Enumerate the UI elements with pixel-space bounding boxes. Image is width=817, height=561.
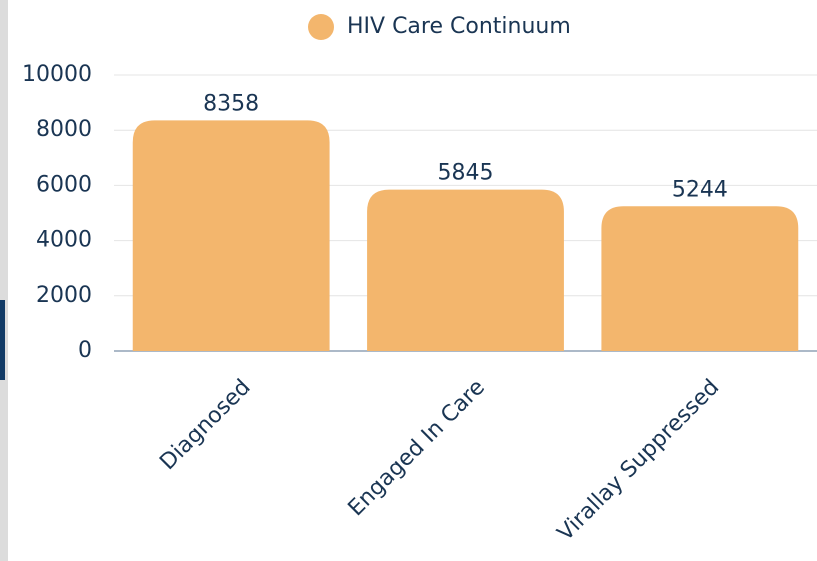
side-strip	[0, 0, 8, 561]
y-tick-label: 6000	[36, 172, 92, 197]
y-tick-label: 0	[78, 338, 92, 363]
legend-label: HIV Care Continuum	[347, 14, 571, 39]
bar	[132, 120, 330, 351]
x-tick-label: Virallay Suppressed	[553, 375, 724, 546]
data-label: 8358	[203, 91, 259, 116]
x-tick-label: Engaged In Care	[344, 375, 490, 521]
bar	[601, 206, 799, 351]
legend-marker	[308, 14, 334, 40]
y-tick-label: 4000	[36, 228, 92, 253]
data-label: 5845	[438, 161, 494, 186]
x-tick-label: Diagnosed	[155, 375, 255, 475]
bar	[367, 189, 564, 351]
y-tick-label: 2000	[36, 283, 92, 308]
y-tick-label: 8000	[36, 117, 92, 142]
side-marker	[0, 300, 5, 380]
y-tick-label: 10000	[22, 62, 92, 87]
data-label: 5244	[672, 177, 728, 202]
